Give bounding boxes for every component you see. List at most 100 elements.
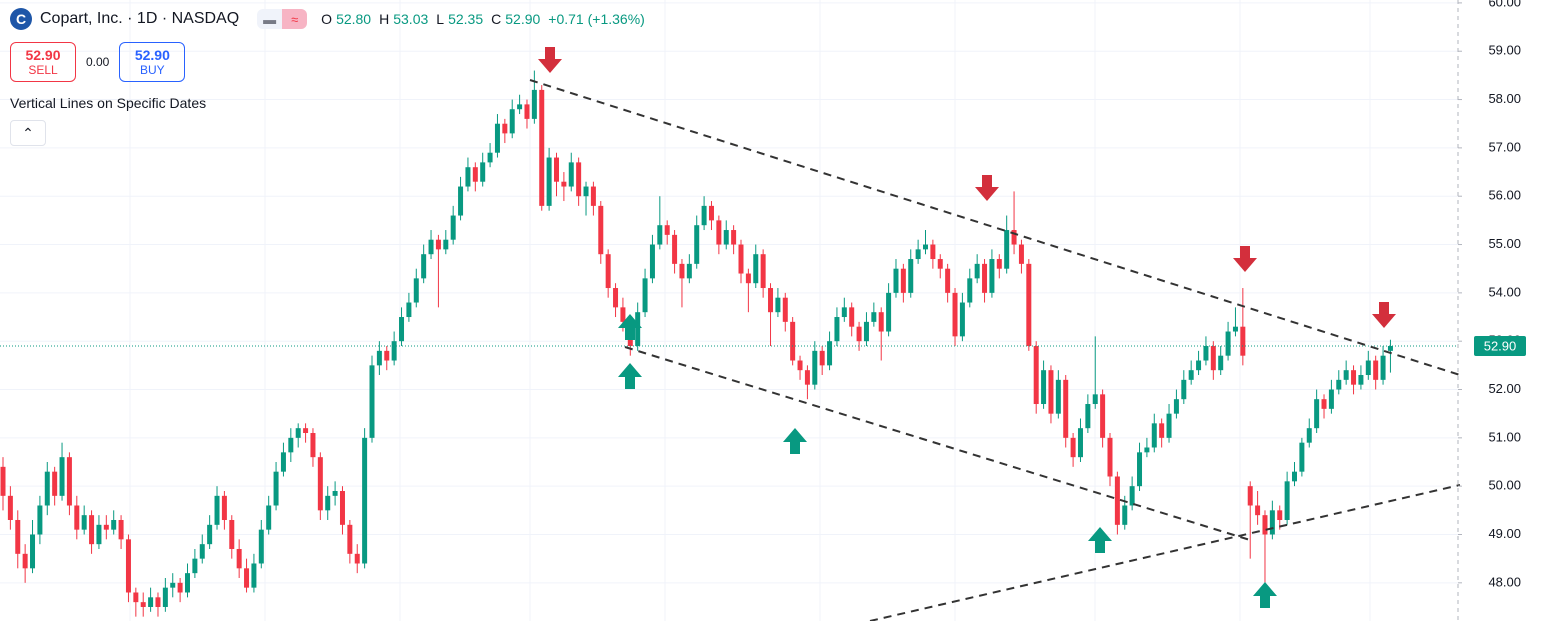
candle-body [731, 230, 737, 245]
candle-body [295, 428, 301, 438]
candle-body [598, 205, 604, 255]
candle-body [310, 433, 316, 458]
candle-body [672, 234, 678, 264]
candle-body [1085, 404, 1091, 429]
y-tick-label: 57.00 [1488, 139, 1521, 154]
toggle[interactable]: ▬ ≈ [257, 9, 308, 29]
down-arrow [1372, 302, 1396, 328]
candle-body [782, 297, 788, 322]
candle-body [1004, 230, 1010, 269]
candle-body [1070, 437, 1076, 458]
candle-body [546, 157, 552, 206]
trend-lines [529, 79, 1461, 621]
candle-body [221, 495, 227, 520]
candle-body [642, 278, 648, 313]
candle-body [760, 254, 766, 289]
collapse-button[interactable]: ⌃ [10, 120, 46, 146]
candle-body [878, 312, 884, 332]
logo: C [10, 8, 32, 30]
candle-body [1033, 346, 1039, 405]
candle-body [0, 466, 6, 496]
candle-body [303, 428, 309, 434]
up-arrow [618, 314, 642, 340]
y-tick-label: 59.00 [1488, 43, 1521, 58]
candle-body [52, 471, 58, 496]
candle-body [1240, 326, 1246, 356]
candle-body [1188, 370, 1194, 380]
candle-body [952, 292, 958, 337]
symbol-title[interactable]: Copart, Inc. · 1D · NASDAQ [40, 10, 240, 27]
candle-body [524, 104, 530, 119]
ohlc-label: O [321, 11, 333, 27]
candle-body [229, 519, 235, 549]
candle-body [1203, 346, 1209, 361]
candle-body [959, 302, 965, 337]
candle-body [465, 167, 471, 187]
down-arrow [975, 175, 999, 201]
candle-body [620, 307, 626, 322]
candle-body [1365, 360, 1371, 376]
candle-body [1041, 370, 1047, 405]
candle-body [517, 104, 523, 110]
candle-body [649, 244, 655, 279]
candle-body [827, 341, 833, 366]
candle-body [1100, 394, 1106, 438]
candle-body [738, 244, 744, 274]
candle-body [1137, 452, 1143, 487]
candle-body [1262, 515, 1268, 535]
buy-button[interactable]: 52.90 BUY [119, 42, 186, 82]
candle-body [974, 263, 980, 279]
up-arrow [618, 363, 642, 389]
candle-body [111, 519, 117, 530]
arrows [538, 47, 1396, 608]
candle-body [1196, 360, 1202, 371]
candle-body [391, 341, 397, 361]
candle-body [568, 162, 574, 187]
candle-body [1129, 486, 1135, 506]
buy-price: 52.90 [134, 47, 170, 63]
candle-body [458, 186, 464, 216]
candle-body [487, 152, 493, 163]
indicator-name[interactable]: Vertical Lines on Specific Dates [10, 95, 207, 111]
candle-body [554, 157, 559, 182]
sell-button[interactable]: 52.90 SELL [10, 42, 76, 82]
candle-body [89, 515, 95, 545]
candle-body [1114, 476, 1120, 525]
candle-body [354, 553, 360, 564]
candle-body [886, 292, 892, 332]
candle-body [435, 239, 441, 250]
ohlc-value: 53.03 [393, 11, 429, 27]
candle-body [1092, 394, 1098, 405]
candle-body [893, 268, 899, 293]
candle-body [1284, 481, 1290, 520]
y-tick-label: 51.00 [1488, 429, 1521, 444]
candle-body [841, 307, 847, 318]
trend-line [624, 346, 1251, 541]
candle-body [450, 215, 456, 240]
candle-body [266, 505, 272, 530]
candle-body [1122, 505, 1128, 525]
candle-body [332, 491, 338, 496]
candle-body [170, 582, 176, 588]
candle-body [1151, 423, 1157, 448]
candle-body [1380, 355, 1386, 380]
candle-body [509, 109, 515, 134]
candle-body [1306, 428, 1312, 443]
candle-body [59, 457, 65, 496]
candle-body [22, 553, 28, 569]
candles [0, 70, 1458, 617]
candle-body [775, 297, 781, 313]
vertical-grid [129, 0, 1371, 621]
y-tick-label: 49.00 [1488, 526, 1521, 541]
change: +0.71 (+1.36%) [548, 11, 645, 27]
y-tick-label: 52.00 [1488, 381, 1521, 396]
y-tick-label: 48.00 [1488, 574, 1521, 589]
candle-body [37, 505, 43, 535]
candle-body [915, 249, 921, 260]
candle-body [531, 89, 537, 119]
candle-body [1358, 375, 1364, 385]
candle-body [1343, 370, 1349, 380]
candle-body [207, 524, 213, 545]
candle-body [1173, 399, 1179, 414]
candle-body [502, 123, 508, 134]
